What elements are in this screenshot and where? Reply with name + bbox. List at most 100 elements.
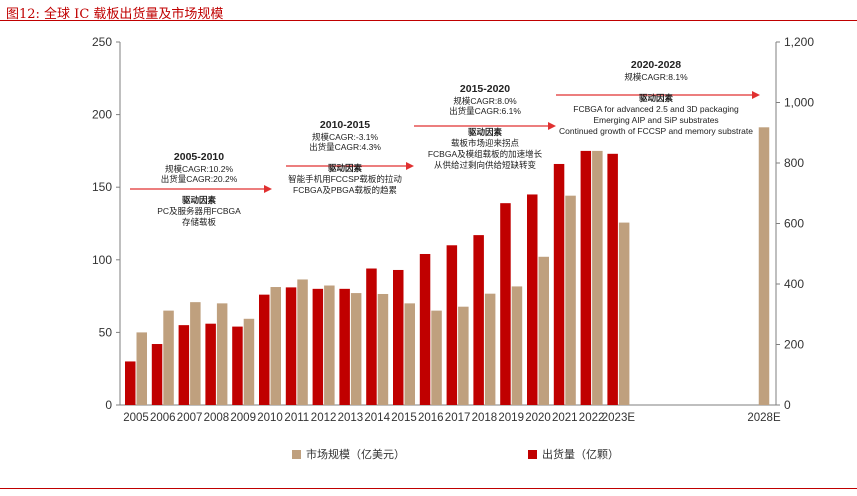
annotation-period: 2020-2028 — [631, 59, 681, 71]
bar-market-size-2011 — [297, 279, 308, 405]
bar-market-size-2020 — [538, 256, 549, 405]
x-axis-tick-label: 2023E — [602, 412, 636, 424]
bar-shipments-2005 — [125, 361, 136, 405]
bar-shipments-2021 — [553, 163, 565, 405]
annotation-driver: 智能手机用FCCSP载板的拉动 — [288, 174, 402, 184]
bar-market-size-2009 — [243, 318, 255, 405]
bottom-rule — [0, 488, 857, 489]
bar-shipments-2023E — [607, 153, 618, 405]
annotation-cagr: 规模CAGR:8.1% — [624, 72, 688, 82]
right-axis-tick-label: 1,200 — [784, 35, 814, 49]
legend-label-market-size: 市场规模（亿美元） — [306, 447, 405, 461]
bar-market-size-2016 — [431, 310, 442, 405]
bar-shipments-2013 — [339, 288, 350, 405]
right-axis-tick-label: 400 — [784, 277, 804, 291]
x-axis-tick-label: 2007 — [177, 412, 203, 424]
bar-shipments-2006 — [151, 344, 163, 405]
x-axis-tick-label: 2012 — [311, 412, 337, 424]
title-rule — [0, 20, 857, 21]
annotation-arrow-head — [752, 91, 760, 99]
x-axis-tick-label: 2015 — [391, 412, 417, 424]
bar-market-size-2021 — [565, 195, 576, 405]
annotation-driver: PC及服务器用FCBGA — [157, 206, 241, 216]
annotation-drivers-title: 驱动因素 — [328, 163, 363, 173]
annotation-arrow-head — [548, 122, 556, 130]
right-axis-tick-label: 200 — [784, 338, 804, 352]
left-axis-tick-label: 200 — [92, 108, 112, 122]
annotation-period: 2015-2020 — [460, 83, 510, 95]
bar-market-size-2014 — [377, 293, 389, 405]
right-axis-tick-label: 800 — [784, 156, 804, 170]
bar-shipments-2011 — [285, 287, 297, 405]
bar-shipments-2019 — [500, 203, 511, 405]
annotation-period: 2005-2010 — [174, 151, 224, 163]
bar-market-size-2028E — [758, 127, 770, 406]
bar-shipments-2014 — [366, 268, 377, 405]
x-axis-tick-label: 2021 — [552, 412, 578, 424]
annotation-cagr: 出货量CAGR:6.1% — [449, 106, 521, 116]
bar-market-size-2018 — [484, 293, 496, 405]
x-axis-tick-label: 2009 — [230, 412, 256, 424]
bar-market-size-2013 — [350, 293, 362, 405]
annotation-period: 2010-2015 — [320, 119, 370, 131]
annotation-arrow-head — [406, 162, 414, 170]
bar-market-size-2012 — [324, 285, 335, 405]
bar-shipments-2010 — [259, 294, 270, 405]
x-axis-tick-label: 2011 — [284, 412, 309, 424]
left-axis-tick-label: 0 — [105, 398, 112, 412]
annotation-drivers-title: 驱动因素 — [639, 93, 674, 103]
bar-market-size-2022 — [592, 150, 603, 405]
right-axis-tick-label: 1,000 — [784, 96, 814, 110]
x-axis-tick-label: 2016 — [418, 412, 444, 424]
bar-shipments-2022 — [580, 150, 592, 405]
x-axis-tick-label: 2018 — [472, 412, 498, 424]
x-axis-tick-label: 2028E — [747, 412, 781, 424]
x-axis-tick-label: 2017 — [445, 412, 471, 424]
bar-market-size-2017 — [458, 306, 469, 405]
annotation-drivers-title: 驱动因素 — [468, 127, 503, 137]
annotation-driver: 存储载板 — [182, 217, 217, 227]
figure-title: 图12: 全球 IC 载板出货量及市场规模 — [6, 7, 224, 22]
annotation-cagr: 出货量CAGR:4.3% — [309, 142, 381, 152]
bar-shipments-2020 — [527, 194, 538, 405]
x-axis-tick-label: 2022 — [579, 412, 605, 424]
bar-market-size-2006 — [163, 310, 174, 405]
bar-shipments-2016 — [419, 253, 431, 405]
bar-shipments-2015 — [393, 269, 404, 405]
annotation-cagr: 规模CAGR:-3.1% — [312, 132, 379, 142]
left-axis-tick-label: 250 — [92, 35, 112, 49]
legend-swatch-shipments — [528, 450, 537, 459]
bar-shipments-2017 — [446, 245, 458, 405]
bar-market-size-2015 — [404, 303, 415, 405]
bar-market-size-2023E — [618, 222, 630, 405]
bar-shipments-2018 — [473, 235, 484, 405]
bar-market-size-2008 — [216, 303, 228, 405]
right-axis-tick-label: 600 — [784, 217, 804, 231]
annotation-driver: 载板市场迎来拐点 — [451, 138, 520, 148]
annotation-arrow-head — [264, 185, 272, 193]
annotation-cagr: 规模CAGR:8.0% — [453, 96, 517, 106]
bar-shipments-2012 — [312, 288, 324, 405]
x-axis-tick-label: 2013 — [338, 412, 364, 424]
left-axis-tick-label: 50 — [99, 325, 113, 339]
annotation-cagr: 出货量CAGR:20.2% — [161, 174, 238, 184]
left-axis-tick-label: 100 — [92, 253, 112, 267]
left-axis-tick-label: 150 — [92, 180, 112, 194]
x-axis-tick-label: 2005 — [123, 412, 149, 424]
annotation-driver: Continued growth of FCCSP and memory sub… — [559, 126, 753, 136]
bar-market-size-2007 — [190, 302, 201, 405]
right-axis-tick-label: 0 — [784, 398, 791, 412]
x-axis-tick-label: 2014 — [364, 412, 390, 424]
annotation-cagr: 规模CAGR:10.2% — [165, 164, 233, 174]
bar-market-size-2005 — [136, 332, 147, 405]
annotation-driver: FCBGA及模组载板的加速增长 — [428, 149, 543, 159]
bar-shipments-2009 — [232, 326, 243, 405]
legend-swatch-market-size — [292, 450, 301, 459]
bar-market-size-2019 — [511, 286, 523, 405]
annotation-driver: FCBGA for advanced 2.5 and 3D packaging — [573, 104, 739, 114]
annotation-driver: 从供给过剩向供给短缺转变 — [434, 160, 537, 170]
bar-shipments-2007 — [178, 325, 190, 405]
x-axis-tick-label: 2020 — [525, 412, 551, 424]
x-axis-tick-label: 2019 — [498, 412, 524, 424]
x-axis-tick-label: 2006 — [150, 412, 176, 424]
